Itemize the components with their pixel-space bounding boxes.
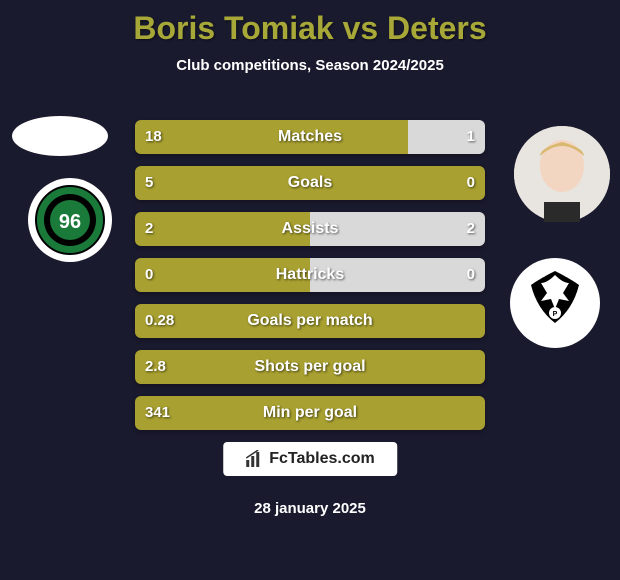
stat-value-right: 0 xyxy=(467,258,475,292)
stat-label: Hattricks xyxy=(135,258,485,292)
stat-label: Goals xyxy=(135,166,485,200)
player-avatar-icon xyxy=(514,126,610,222)
stat-label: Shots per goal xyxy=(135,350,485,384)
brand-chart-icon xyxy=(245,450,263,468)
comparison-title: Boris Tomiak vs Deters xyxy=(0,0,620,47)
stat-row: Min per goal341 xyxy=(135,396,485,430)
stat-value-left: 0.28 xyxy=(145,304,174,338)
svg-text:96: 96 xyxy=(59,211,81,233)
player-photo-right xyxy=(514,126,610,222)
stat-label: Matches xyxy=(135,120,485,154)
brand-label: FcTables.com xyxy=(269,450,375,468)
stat-label: Goals per match xyxy=(135,304,485,338)
stat-row: Shots per goal2.8 xyxy=(135,350,485,384)
comparison-subtitle: Club competitions, Season 2024/2025 xyxy=(0,57,620,74)
svg-text:P: P xyxy=(553,311,558,318)
preussen-muenster-icon: P xyxy=(517,265,593,341)
club-logo-right: P xyxy=(510,258,600,348)
stat-label: Assists xyxy=(135,212,485,246)
stat-value-right: 0 xyxy=(467,166,475,200)
brand-tag[interactable]: FcTables.com xyxy=(223,442,397,476)
hannover-96-icon: 96 xyxy=(35,185,105,255)
stat-value-left: 341 xyxy=(145,396,170,430)
club-logo-left: 96 xyxy=(28,178,112,262)
stat-value-left: 2.8 xyxy=(145,350,166,384)
stat-value-left: 18 xyxy=(145,120,162,154)
stat-value-right: 1 xyxy=(467,120,475,154)
stat-row: Hattricks0 0 xyxy=(135,258,485,292)
stat-row: Goals per match0.28 xyxy=(135,304,485,338)
stat-label: Min per goal xyxy=(135,396,485,430)
stats-bars: Matches181Goals50Assists22Hattricks00Goa… xyxy=(135,120,485,442)
stat-row: Assists2 2 xyxy=(135,212,485,246)
stat-row: Goals5 0 xyxy=(135,166,485,200)
player-photo-left xyxy=(12,116,108,156)
stat-value-left: 0 xyxy=(145,258,153,292)
stat-value-left: 5 xyxy=(145,166,153,200)
comparison-card: Boris Tomiak vs Deters Club competitions… xyxy=(0,0,620,580)
comparison-date: 28 january 2025 xyxy=(0,500,620,517)
stat-value-left: 2 xyxy=(145,212,153,246)
stat-value-right: 2 xyxy=(467,212,475,246)
stat-row: Matches18 1 xyxy=(135,120,485,154)
